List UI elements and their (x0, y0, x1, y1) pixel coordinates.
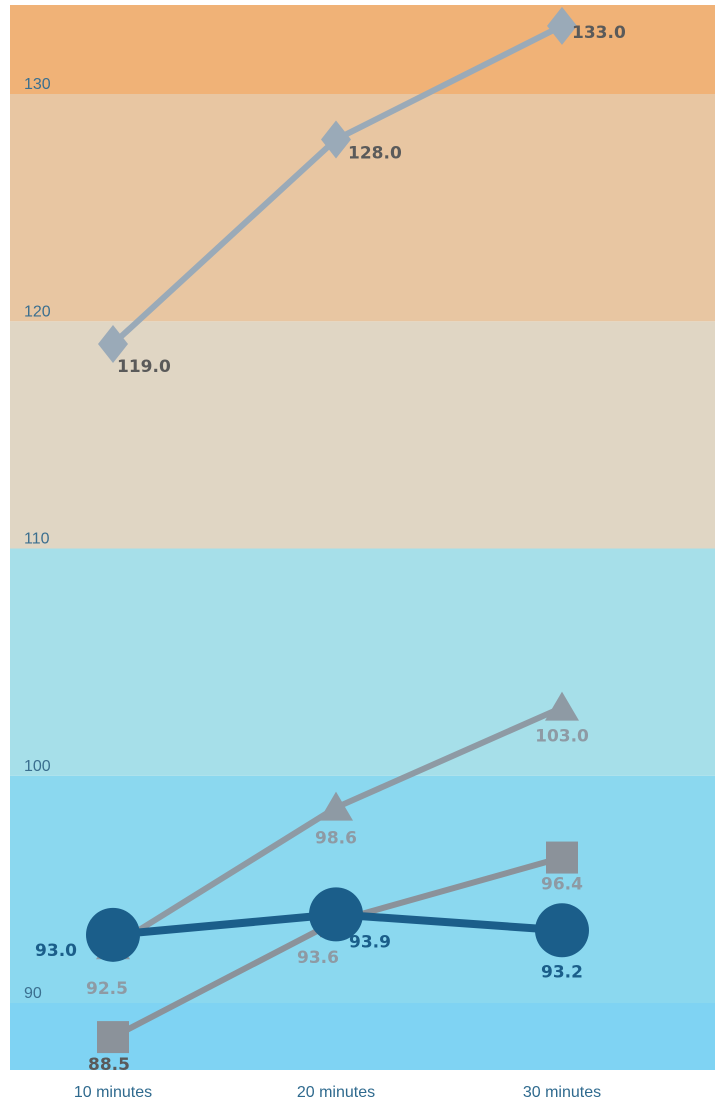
data-label: 93.0 (35, 941, 77, 961)
data-labels: 119.0 128.0 133.0 92.5 98.6 103.0 88.5 93.6 96.4… (35, 23, 626, 1075)
data-label: 93.2 (541, 962, 583, 982)
data-label: 133.0 (572, 23, 626, 43)
y-tick-label: 130 (24, 76, 51, 93)
data-label: 98.6 (315, 829, 357, 849)
data-label: 93.9 (349, 932, 391, 952)
triangle-marker (545, 691, 579, 721)
data-label: 88.5 (88, 1055, 130, 1075)
y-tick-label: 110 (24, 531, 50, 548)
square-marker (97, 1021, 129, 1054)
data-label: 96.4 (541, 875, 583, 895)
x-axis-ticks: 10 minutes 20 minutes 30 minutes (74, 1084, 601, 1101)
background-bands (10, 5, 715, 1070)
data-label: 92.5 (86, 979, 128, 999)
triangle-marker (319, 791, 353, 821)
y-tick-label: 100 (24, 758, 51, 775)
y-tick-label: 90 (24, 985, 42, 1002)
diamond-marker (321, 120, 351, 159)
band-3 (10, 321, 715, 549)
circle-marker (86, 907, 140, 962)
data-label: 93.6 (297, 948, 339, 968)
band-1 (10, 775, 715, 1003)
data-label: 103.0 (535, 727, 589, 747)
circle-marker (309, 887, 363, 942)
x-tick-label: 10 minutes (74, 1084, 152, 1101)
square-marker (546, 841, 578, 874)
data-label: 119.0 (117, 357, 171, 377)
diamond-marker (98, 324, 128, 363)
x-tick-label: 30 minutes (523, 1084, 601, 1101)
circle-marker (535, 903, 589, 958)
series-markers (86, 6, 589, 1054)
data-label: 128.0 (348, 143, 402, 163)
y-tick-label: 120 (24, 303, 51, 320)
band-4 (10, 94, 715, 322)
band-5 (10, 5, 715, 94)
band-2 (10, 548, 715, 776)
y-axis-ticks: 90 100 110 120 130 (24, 76, 51, 1002)
x-tick-label: 20 minutes (297, 1084, 375, 1101)
diamond-marker (547, 6, 577, 45)
